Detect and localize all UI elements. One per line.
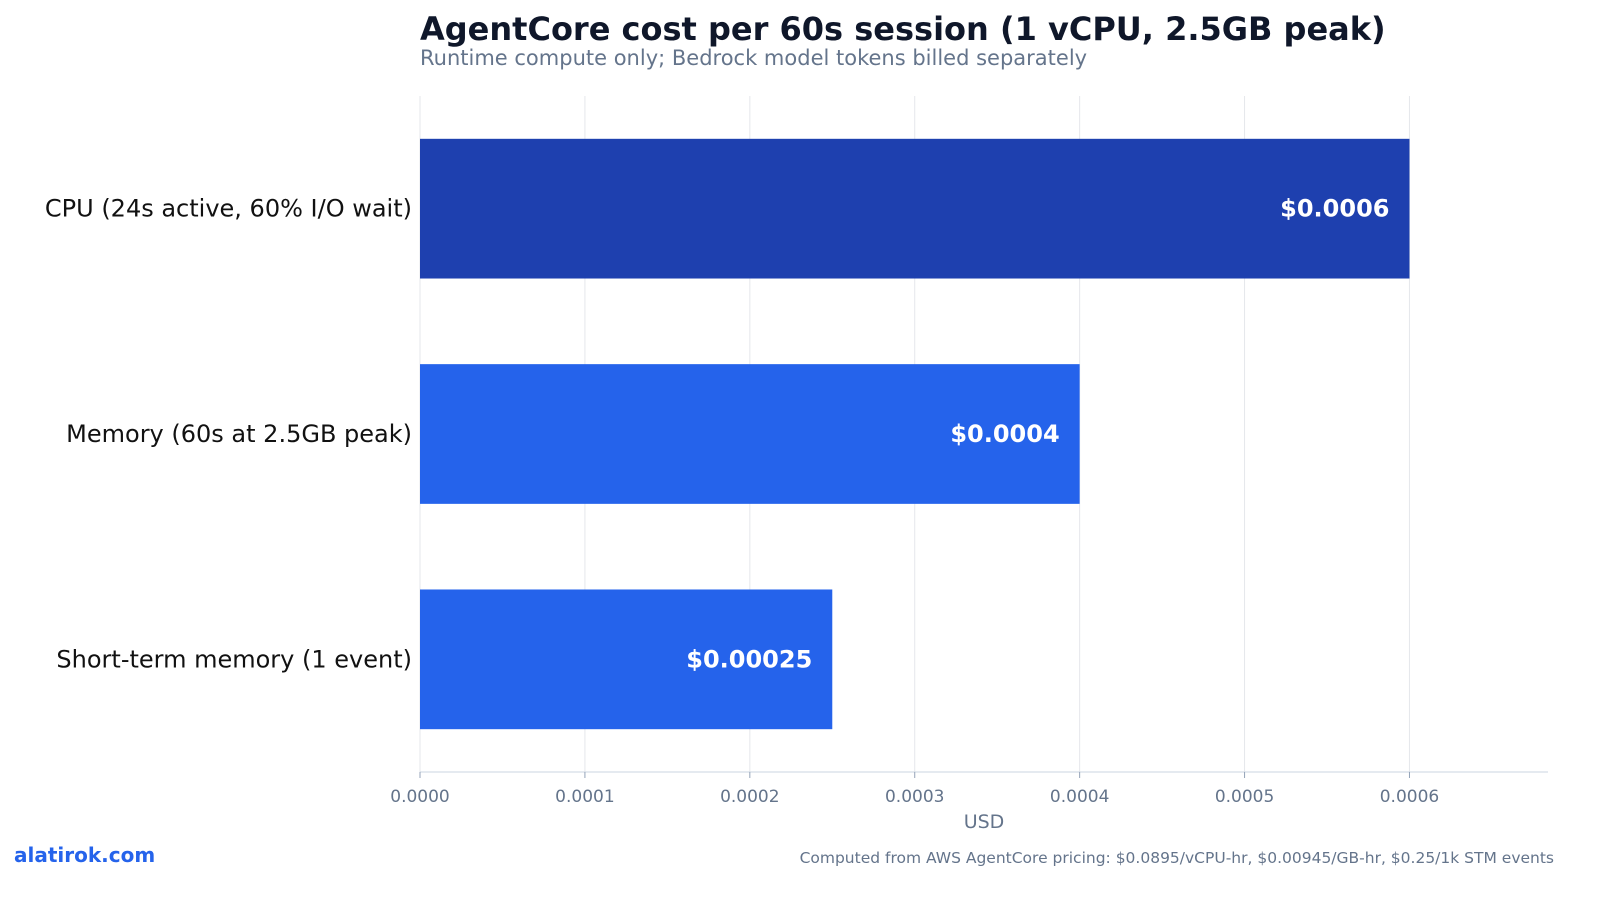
footnote: Computed from AWS AgentCore pricing: $0.…	[800, 849, 1554, 867]
bar	[420, 138, 1410, 279]
category-label: Memory (60s at 2.5GB peak)	[66, 420, 412, 448]
bar-value-label: $0.0004	[950, 420, 1059, 448]
bar	[420, 589, 833, 730]
x-tick-label: 0.0002	[720, 787, 779, 807]
category-label: Short-term memory (1 event)	[56, 645, 412, 673]
x-tick-label: 0.0003	[885, 787, 944, 807]
x-axis-title: USD	[964, 811, 1005, 833]
category-labels: CPU (24s active, 60% I/O wait) Memory (60…	[45, 195, 412, 674]
x-tick-label: 0.0005	[1215, 787, 1274, 807]
x-tick-label: 0.0001	[555, 787, 614, 807]
chart-title: AgentCore cost per 60s session (1 vCPU, …	[420, 10, 1386, 48]
bars: $0.0006 $0.0004 $0.00025	[420, 138, 1410, 730]
x-ticks: 0.0000 0.0001 0.0002 0.0003 0.0004 0.0005 0.00…	[390, 772, 1439, 807]
x-tick-label: 0.0000	[390, 787, 449, 807]
bar	[420, 364, 1080, 504]
bar-value-label: $0.00025	[686, 645, 812, 673]
bar-value-label: $0.0006	[1280, 195, 1389, 223]
x-tick-label: 0.0004	[1050, 787, 1109, 807]
x-tick-label: 0.0006	[1380, 787, 1439, 807]
brand-link[interactable]: alatirok.com	[14, 843, 155, 867]
category-label: CPU (24s active, 60% I/O wait)	[45, 195, 412, 223]
chart-subtitle: Runtime compute only; Bedrock model toke…	[420, 46, 1087, 70]
